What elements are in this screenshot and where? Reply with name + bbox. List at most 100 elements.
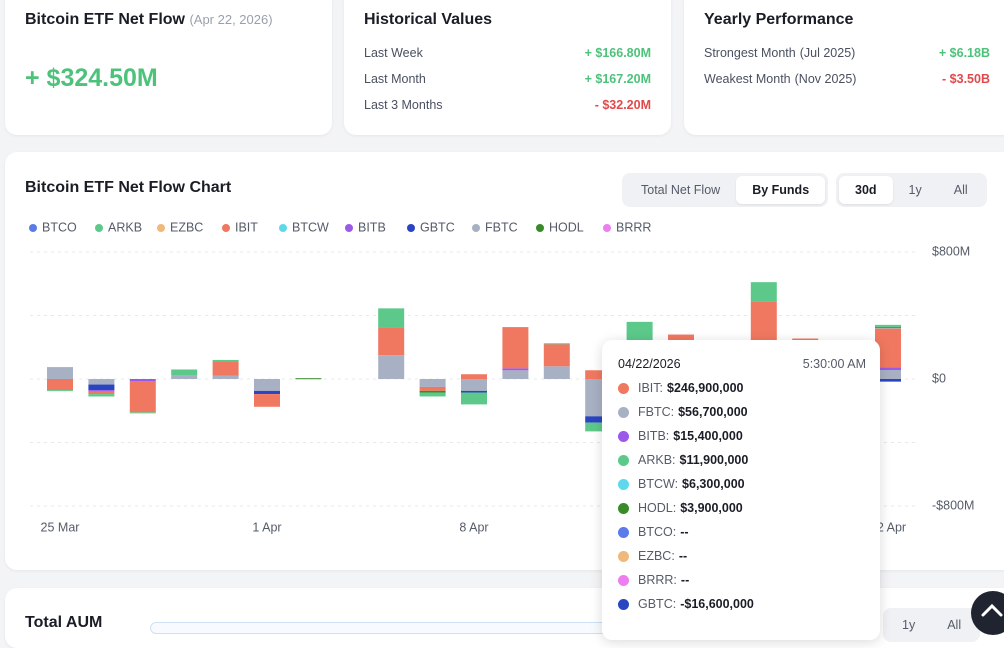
tooltip-label: BITB: [638, 429, 670, 443]
legend-label: BTCW [292, 220, 329, 234]
legend-label: HODL [549, 220, 584, 234]
bar-segment [419, 386, 446, 391]
tooltip-dot [618, 502, 629, 514]
legend-label: IBIT [235, 220, 258, 234]
range-button[interactable]: 30d [839, 176, 893, 204]
bar-segment [461, 374, 487, 379]
tooltip-row: EZBC: -- [618, 549, 687, 563]
bar-segment [88, 390, 115, 392]
legend-label: BITB [358, 220, 386, 234]
net-flow-card: Bitcoin ETF Net Flow (Apr 22, 2026) + $3… [5, 0, 332, 135]
bar-segment [585, 416, 612, 423]
bar-segment [47, 367, 73, 379]
legend-dot [279, 224, 287, 232]
row-period: (Jul 2025) [799, 46, 856, 60]
range-toggle: 30d 1y All [836, 173, 987, 207]
bar-segment [875, 379, 901, 382]
bar-segment [295, 378, 322, 380]
tooltip-value: $11,900,000 [679, 453, 749, 467]
bar-segment [212, 375, 239, 379]
tooltip-date: 04/22/2026 [618, 357, 681, 371]
bar-segment [419, 379, 446, 387]
view-button[interactable]: Total Net Flow [641, 183, 721, 197]
tooltip-dot [618, 574, 629, 586]
bar-segment [47, 379, 73, 391]
tooltip-row: IBIT: $246,900,000 [618, 381, 743, 395]
tooltip-dot [618, 382, 629, 394]
tooltip-dot [618, 478, 629, 490]
bar-segment [502, 327, 529, 369]
bar-segment [626, 321, 653, 341]
legend-dot [157, 224, 165, 232]
tooltip-row: ARKB: $11,900,000 [618, 453, 748, 467]
row-period: (Nov 2025) [794, 72, 857, 86]
card-heading: Bitcoin ETF Net Flow (Apr 22, 2026) [25, 11, 273, 29]
row-label: Last Month [364, 72, 426, 86]
tooltip-label: EZBC: [638, 549, 675, 563]
chevron-icon [981, 603, 1003, 617]
tooltip-label: BTCO: [638, 525, 677, 539]
range-button[interactable]: 1y [908, 183, 922, 197]
bar-segment [461, 392, 487, 405]
card-date: (Apr 22, 2026) [189, 12, 273, 27]
row-value: + $6.18B [938, 46, 990, 60]
range-button[interactable]: All [953, 183, 968, 197]
legend-dot [472, 224, 480, 232]
bar-segment [419, 390, 446, 393]
bar-segment [171, 369, 198, 376]
bar-segment [129, 381, 156, 413]
bar-segment [212, 361, 239, 376]
bar-segment [543, 343, 570, 345]
bar-segment [419, 392, 446, 397]
view-button[interactable]: By Funds [736, 176, 826, 204]
x-tick-label: 8 Apr [459, 520, 488, 534]
tooltip-value: $246,900,000 [667, 381, 744, 395]
tooltip-row: HODL: $3,900,000 [618, 501, 743, 515]
legend-dot [29, 224, 37, 232]
tooltip-dot [618, 550, 629, 562]
row-value: - $3.50B [942, 72, 990, 86]
row-label: Last 3 Months [364, 98, 443, 112]
bar-segment [585, 422, 612, 432]
bar-segment [47, 390, 73, 392]
row-value: + $167.20M [584, 72, 651, 86]
bar-segment [502, 370, 529, 379]
tooltip-value: $56,700,000 [678, 405, 748, 419]
bar-segment [502, 368, 529, 371]
y-tick-label: -$800M [932, 498, 974, 512]
legend-dot [345, 224, 353, 232]
legend-label: BTCO [42, 220, 77, 234]
legend-label: ARKB [108, 220, 142, 234]
row-value: + $166.80M [584, 46, 651, 60]
net-flow-value: + $324.50M [25, 64, 158, 92]
tooltip-value: -$16,600,000 [680, 597, 754, 611]
tooltip-row: BTCO: -- [618, 525, 689, 539]
legend-label: BRRR [616, 220, 651, 234]
row-label: Weakest Month (Nov 2025) [704, 72, 856, 86]
legend-dot [536, 224, 544, 232]
bar-segment [254, 394, 280, 407]
card-title: Bitcoin ETF Net Flow [25, 11, 185, 28]
bar-segment [88, 391, 115, 395]
legend-label: EZBC [170, 220, 203, 234]
tooltip-label: BRRR: [638, 573, 677, 587]
tooltip-label: HODL: [638, 501, 677, 515]
tooltip-label: IBIT: [638, 381, 664, 395]
tooltip-row: BITB: $15,400,000 [618, 429, 743, 443]
bar-segment [129, 412, 156, 414]
bar-segment [543, 366, 570, 379]
y-tick-label: $800M [932, 244, 970, 258]
bar-segment [88, 379, 115, 385]
row-label: Strongest Month (Jul 2025) [704, 46, 855, 60]
row-label: Last Week [364, 46, 423, 60]
bar-segment [378, 327, 405, 356]
tooltip-dot [618, 406, 629, 418]
scroll-top-button[interactable] [971, 591, 1004, 635]
bar-segment [378, 308, 405, 328]
legend-dot [407, 224, 415, 232]
tooltip-label: BTCW: [638, 477, 679, 491]
historical-card: Historical Values Last Week + $166.80M Las… [344, 0, 671, 135]
x-tick-label: 1 Apr [252, 520, 281, 534]
x-tick-label: 25 Mar [41, 520, 80, 534]
bar-segment [875, 326, 901, 328]
